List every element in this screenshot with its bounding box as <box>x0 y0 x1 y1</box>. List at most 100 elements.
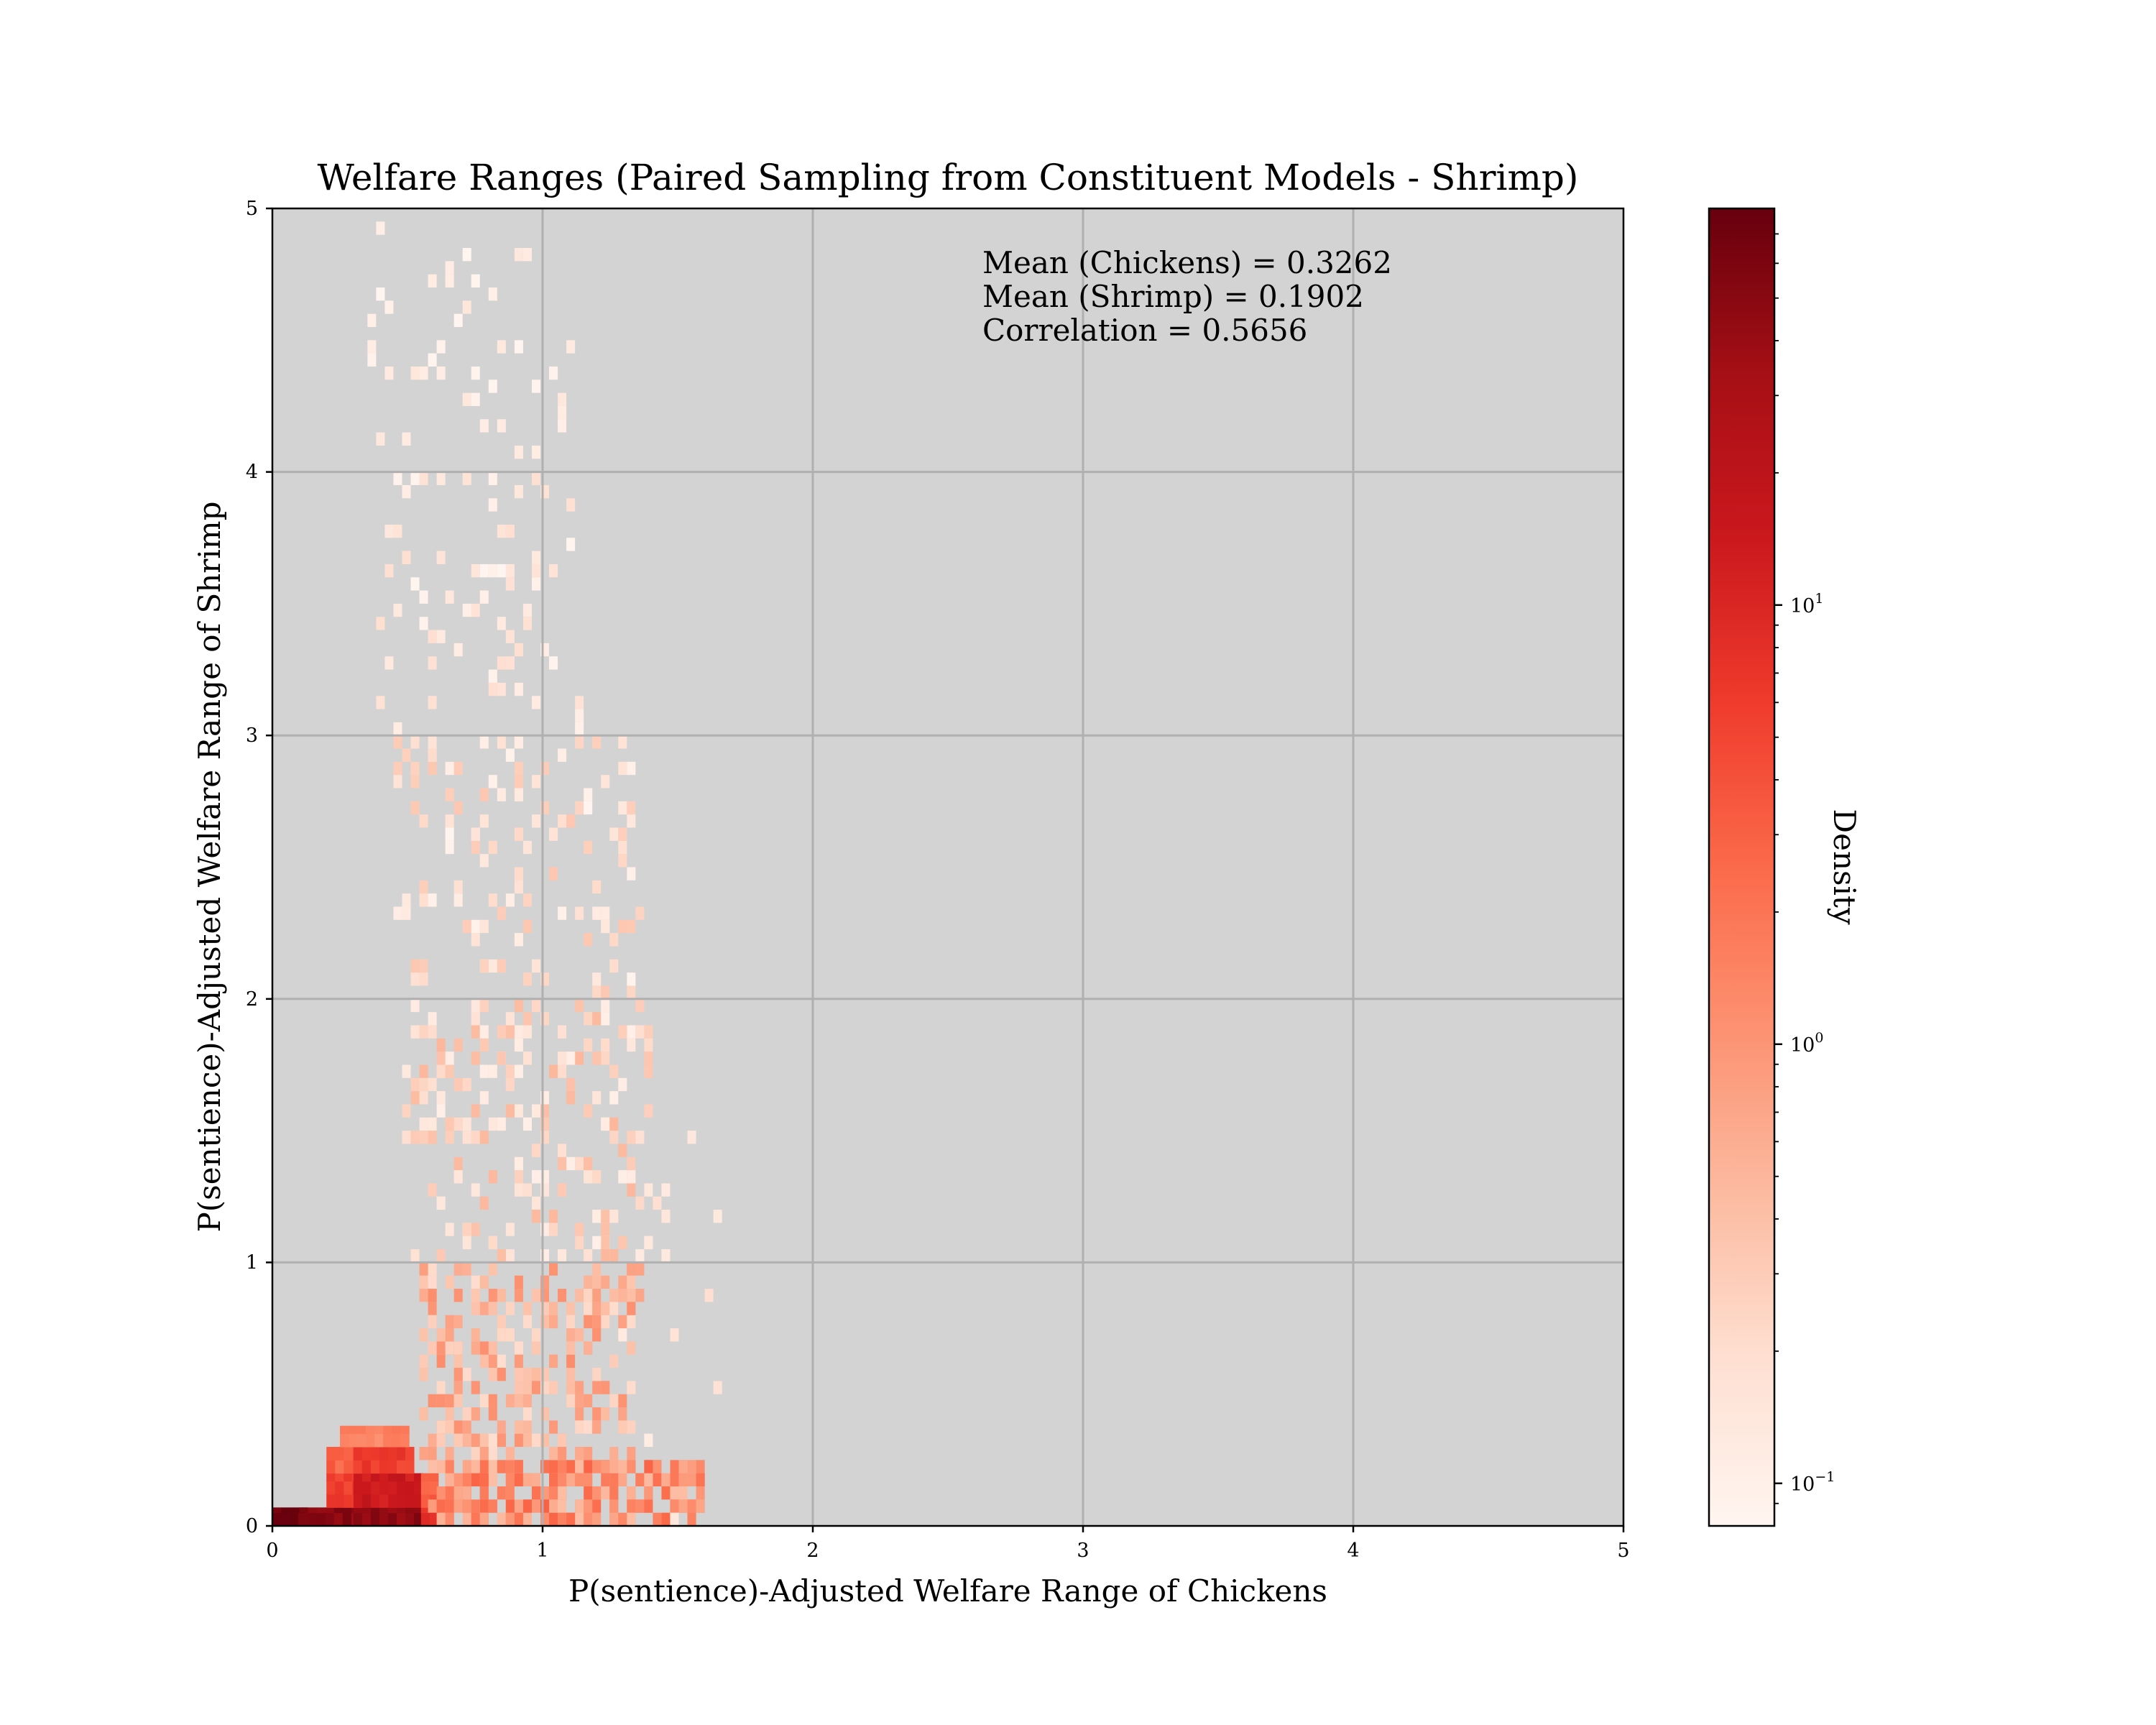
heatmap-cell <box>384 366 394 380</box>
heatmap-cell <box>618 1407 627 1421</box>
heatmap-cell <box>609 1499 619 1513</box>
x-axis-ticks: 0 1 2 3 4 5 <box>266 1526 1630 1562</box>
heatmap-cell <box>497 617 506 630</box>
heatmap-cell <box>384 564 394 578</box>
grid-lines <box>272 208 1623 1526</box>
heatmap-cell <box>436 630 446 643</box>
heatmap-cell <box>644 1025 653 1039</box>
heatmap-cell <box>505 656 515 670</box>
heatmap-cell <box>462 1262 471 1276</box>
heatmap-cell <box>471 1025 480 1039</box>
heatmap-cell <box>410 472 420 485</box>
heatmap-cell <box>549 1262 558 1276</box>
heatmap-cell <box>531 1433 540 1448</box>
heatmap-cell <box>678 1499 688 1513</box>
heatmap-cell <box>522 1315 532 1329</box>
heatmap-cell <box>436 1433 446 1448</box>
heatmap-cell <box>514 788 523 801</box>
heatmap-cell <box>410 1131 420 1144</box>
heatmap-cell <box>479 1341 489 1355</box>
heatmap-cell <box>436 1460 446 1473</box>
heatmap-cell <box>272 1507 282 1514</box>
heatmap-cell <box>635 1262 645 1276</box>
heatmap-cell <box>387 1447 397 1460</box>
heatmap-cell <box>453 1077 463 1092</box>
heatmap-cell <box>584 1460 593 1473</box>
heatmap-cell <box>471 366 480 380</box>
heatmap-cell <box>479 959 489 973</box>
heatmap-cell <box>566 1473 576 1487</box>
heatmap-cell <box>410 761 420 776</box>
heatmap-cell <box>505 1249 515 1263</box>
heatmap-cell <box>471 564 480 578</box>
heatmap-cell <box>370 1447 380 1460</box>
heatmap-cell <box>488 893 497 907</box>
heatmap-cell <box>402 1104 411 1118</box>
heatmap-cell <box>392 1433 401 1448</box>
heatmap-cell <box>445 788 454 801</box>
heatmap-cell <box>618 1315 627 1329</box>
heatmap-cell <box>592 1499 602 1513</box>
heatmap-cell <box>497 1052 506 1065</box>
heatmap-cell <box>436 1420 446 1434</box>
heatmap-cell <box>644 1473 653 1487</box>
heatmap-cell <box>420 1481 430 1495</box>
heatmap-cell <box>505 1512 515 1526</box>
heatmap-cell <box>405 1473 415 1482</box>
heatmap-cell <box>609 1473 619 1487</box>
heatmap-cell <box>445 1052 454 1065</box>
heatmap-cell <box>618 854 627 868</box>
heatmap-cell <box>429 1512 439 1527</box>
heatmap-cell <box>445 1407 454 1421</box>
heatmap-cell <box>335 1447 344 1460</box>
heatmap-cell <box>522 893 532 907</box>
heatmap-cell <box>592 1407 602 1421</box>
heatmap-cell <box>531 564 540 578</box>
heatmap-cell <box>497 1486 506 1500</box>
heatmap-cell <box>400 1425 410 1435</box>
heatmap-cell <box>505 564 515 578</box>
x-tick-label: 4 <box>1347 1540 1359 1562</box>
heatmap-cell <box>479 814 489 828</box>
heatmap-cell <box>635 1131 645 1144</box>
heatmap-cell <box>584 1315 593 1329</box>
heatmap-cell <box>566 1394 576 1408</box>
heatmap-cell <box>514 484 523 499</box>
heatmap-cell <box>584 1038 593 1052</box>
heatmap-cell <box>420 1507 430 1514</box>
heatmap-cell <box>316 1512 326 1527</box>
heatmap-cell <box>584 1249 593 1263</box>
heatmap-cell <box>488 472 497 485</box>
heatmap-cell <box>453 1354 463 1368</box>
heatmap-cell <box>609 1131 619 1144</box>
heatmap-cell <box>687 1499 696 1513</box>
heatmap-cell <box>592 1420 602 1434</box>
heatmap-cell <box>428 696 437 709</box>
heatmap-cell <box>445 1064 454 1078</box>
heatmap-cell <box>361 1473 372 1482</box>
heatmap-cell <box>558 1499 567 1513</box>
heatmap-cell <box>687 1512 696 1526</box>
heatmap-cell <box>627 1486 636 1500</box>
heatmap-cell <box>471 1012 480 1026</box>
heatmap-cell <box>531 1341 540 1355</box>
heatmap-cell <box>601 1210 610 1223</box>
heatmap-cell <box>635 1499 645 1513</box>
heatmap-cell <box>522 1183 532 1197</box>
heatmap-cell <box>428 1025 437 1039</box>
heatmap-cell <box>445 827 454 841</box>
heatmap-cell <box>584 933 593 947</box>
heatmap-cell <box>514 1104 523 1118</box>
heatmap-cell <box>384 300 394 314</box>
heatmap-cell <box>584 1420 593 1434</box>
heatmap-cell <box>601 1038 610 1052</box>
heatmap-cell <box>522 972 532 986</box>
heatmap-cell <box>514 761 523 776</box>
heatmap-cell <box>618 1420 627 1434</box>
heatmap-cell <box>419 366 428 380</box>
heatmap-cell <box>462 1486 471 1500</box>
heatmap-cell <box>575 735 584 749</box>
heatmap-cell <box>618 919 627 934</box>
annotation-mean-shrimp: Mean (Shrimp) = 0.1902 <box>982 279 1364 314</box>
heatmap-cell <box>575 1223 584 1236</box>
